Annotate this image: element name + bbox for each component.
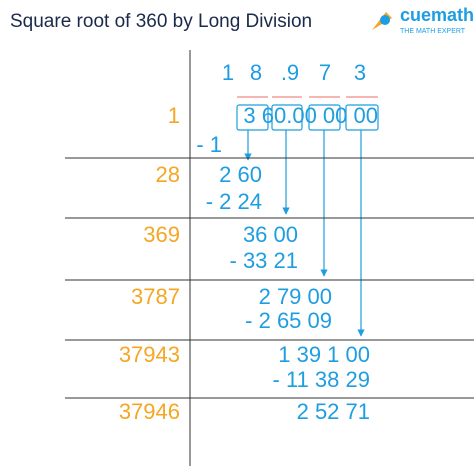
dividend: 36 00 — [243, 222, 298, 247]
divisor: 37946 — [119, 399, 180, 424]
bring-down-arrows — [244, 130, 365, 337]
dividend: 1 39 1 00 — [278, 342, 370, 367]
divisor: 37943 — [119, 342, 180, 367]
dividend: 2 60 — [219, 162, 262, 187]
divisor: 28 — [156, 162, 180, 187]
divisor: 1 — [168, 103, 180, 128]
subtrahend: - 1 — [196, 132, 222, 157]
quotient-digit: 1 — [222, 60, 234, 85]
dividend: 2 52 71 — [297, 399, 370, 424]
quotient-digit: 7 — [319, 60, 331, 85]
logo-tagline: THE MATH EXPERT — [400, 28, 466, 35]
quotient-digit: 8 — [250, 60, 262, 85]
quotient-digit: 3 — [354, 60, 366, 85]
logo-brand: cuemath — [400, 5, 474, 25]
logo-rocket-body — [380, 15, 390, 25]
subtrahend: - 2 24 — [206, 189, 262, 214]
title: Square root of 360 by Long Division — [10, 11, 312, 32]
quotient-digit: .9 — [281, 60, 299, 85]
logo: cuemath THE MATH EXPERT — [372, 5, 474, 35]
subtrahend: - 33 21 — [230, 248, 299, 273]
dividend: 3 60.00 00 00 — [243, 103, 378, 128]
subtrahend: - 11 38 29 — [273, 367, 370, 392]
subtrahend: - 2 65 09 — [245, 308, 332, 333]
dividend: 2 79 00 — [259, 284, 332, 309]
divisor: 3787 — [131, 284, 180, 309]
divisor: 369 — [143, 222, 180, 247]
